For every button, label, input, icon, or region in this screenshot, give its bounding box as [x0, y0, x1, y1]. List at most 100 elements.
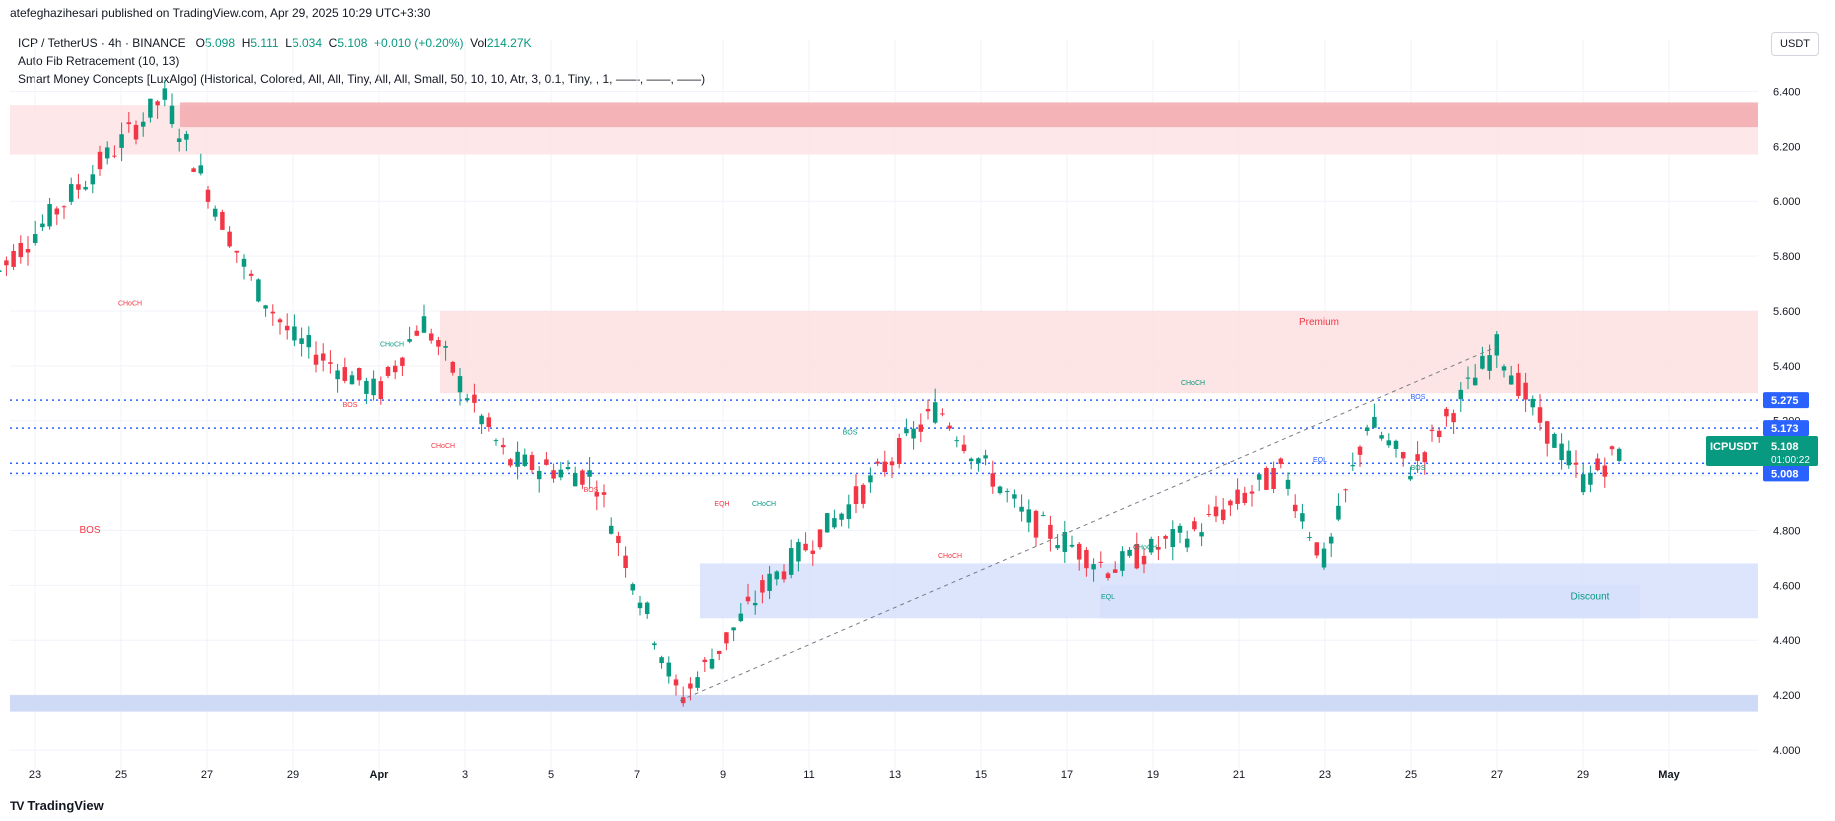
zone-premium — [440, 310, 1758, 394]
x-tick-label: 13 — [889, 769, 901, 781]
candle-body — [565, 467, 571, 470]
candle-body — [1264, 468, 1269, 490]
candle-body — [313, 354, 319, 365]
chart-legend: ICP / TetherUS · 4h · BINANCE O5.098 H5.… — [18, 34, 705, 88]
candle-body — [1336, 505, 1341, 520]
structure-label: EQL — [1101, 594, 1115, 601]
candle-body — [1141, 555, 1147, 565]
candle-body — [277, 319, 283, 323]
candle-body — [695, 677, 700, 688]
y-tick-label: 6.000 — [1773, 196, 1801, 208]
candle-body — [479, 415, 484, 425]
candle-body — [508, 459, 513, 466]
candle-body — [248, 273, 254, 276]
candle-body — [860, 484, 866, 504]
structure-label: BOS — [1411, 465, 1426, 472]
x-tick-label: 7 — [634, 769, 640, 781]
price-badge — [1763, 420, 1809, 437]
candle-body — [421, 316, 427, 333]
last-price-symbol: ICPUSDT — [1710, 441, 1759, 453]
candle-body — [414, 330, 420, 336]
candle-body — [688, 683, 693, 689]
symbol-label[interactable]: ICP / TetherUS · 4h · BINANCE — [18, 36, 186, 50]
candle-body — [1516, 372, 1521, 396]
candle-body — [630, 584, 636, 591]
candle-body — [1040, 515, 1046, 517]
candle-body — [1012, 494, 1017, 499]
candle-body — [817, 529, 823, 548]
candle-body — [1480, 355, 1485, 369]
candle-body — [220, 211, 225, 230]
candle-body — [227, 231, 232, 247]
candle-body — [760, 580, 765, 593]
candle-body — [392, 365, 398, 373]
candle-body — [364, 380, 369, 394]
candle-body — [601, 492, 607, 495]
price-badge-text: 5.275 — [1771, 395, 1799, 407]
candle-body — [133, 124, 139, 140]
candle-body — [1199, 532, 1204, 537]
candle-body — [385, 366, 391, 376]
candle-body — [932, 402, 938, 423]
candle-body — [1228, 500, 1233, 506]
candle-body — [306, 335, 312, 348]
volume-label: Vol — [470, 36, 487, 50]
candle-body — [11, 250, 16, 267]
candle-body — [1127, 549, 1132, 556]
structure-label: CHoCH — [1181, 380, 1205, 387]
candle-body — [1408, 476, 1413, 480]
price-badge-text: 5.173 — [1771, 423, 1799, 435]
candle-body — [1400, 452, 1406, 459]
candle-body — [270, 311, 276, 314]
candle-body — [1213, 506, 1219, 517]
published-header: atefeghazihesari published on TradingVie… — [10, 6, 431, 20]
candle-body — [112, 155, 117, 157]
x-tick-label: 3 — [462, 769, 468, 781]
candle-body — [169, 105, 175, 125]
candle-body — [832, 518, 837, 528]
candle-body — [1552, 433, 1557, 448]
candle-body — [1148, 538, 1154, 553]
candle-body — [940, 413, 945, 415]
currency-button[interactable]: USDT — [1771, 32, 1819, 56]
candle-body — [198, 165, 204, 174]
candle-body — [990, 473, 996, 487]
candle-body — [1559, 443, 1564, 461]
candle-body — [572, 472, 578, 487]
y-tick-label: 4.400 — [1773, 635, 1801, 647]
candle-body — [464, 398, 470, 401]
structure-label: BOS — [584, 487, 599, 494]
candle-body — [162, 88, 168, 100]
candle-body — [1307, 536, 1312, 538]
candle-body — [1004, 491, 1010, 493]
candle-body — [623, 555, 628, 569]
candle-body — [1091, 564, 1096, 570]
close-label: C — [328, 36, 338, 50]
candle-body — [558, 469, 564, 478]
candle-body — [1422, 452, 1428, 463]
low-value: 5.034 — [291, 36, 322, 50]
candle-body — [810, 550, 816, 554]
structure-label: CHoCH — [380, 342, 404, 349]
candle-body — [140, 121, 146, 127]
candle-body — [659, 657, 664, 664]
candle-body — [1098, 561, 1104, 563]
candle-body — [716, 650, 722, 655]
candle-body — [1156, 547, 1161, 550]
indicator-smc[interactable]: Smart Money Concepts [LuxAlgo] (Historic… — [18, 72, 706, 86]
candle-body — [673, 679, 679, 686]
candle-body — [1256, 474, 1262, 480]
candle-body — [666, 662, 672, 677]
indicator-fib[interactable]: Auto Fib Retracement (10, 13) — [18, 54, 180, 68]
candle-body — [328, 362, 333, 364]
candle-body — [544, 459, 549, 465]
candle-body — [738, 613, 744, 622]
candle-body — [1386, 440, 1392, 446]
candle-body — [1112, 569, 1118, 573]
candle-body — [637, 602, 643, 609]
candle-body — [1177, 525, 1183, 533]
candle-body — [788, 548, 794, 575]
low-label: L — [285, 36, 292, 50]
y-tick-label: 5.400 — [1773, 361, 1801, 373]
